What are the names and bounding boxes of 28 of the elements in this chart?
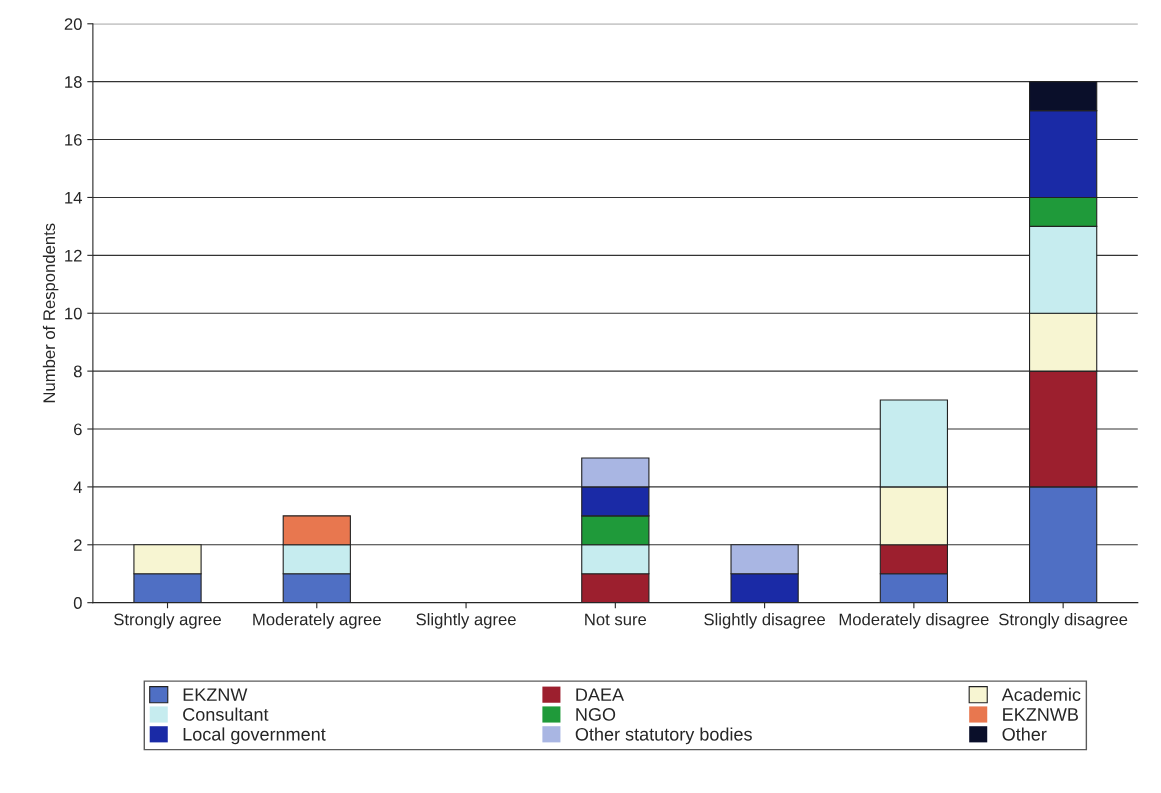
legend-label: Local government	[183, 727, 326, 745]
legend-label: Other statutory bodies	[575, 727, 752, 745]
y-tick-label: 4	[73, 481, 82, 493]
x-tick-label: Moderately agree	[253, 613, 381, 629]
y-tick-label: 10	[65, 307, 82, 320]
x-tick-label: Strongly disagree	[999, 613, 1128, 629]
legend-label: EKZNWB	[1003, 708, 1078, 721]
y-tick-label: 14	[65, 192, 82, 204]
x-tick-label: Not sure	[585, 613, 647, 626]
legend-label: Academic	[1001, 687, 1081, 702]
legend-label: Consultant	[183, 707, 269, 721]
x-tick-label: Slightly agree	[416, 613, 516, 629]
x-tick-label: Slightly disagree	[704, 613, 826, 629]
y-tick-label: 2	[74, 539, 82, 551]
y-tick-label: 16	[65, 133, 82, 146]
legend-label: NGO	[576, 708, 616, 721]
legend-label: DAEA	[576, 688, 625, 701]
y-tick-label: 8	[73, 365, 82, 378]
y-tick-label: 12	[65, 249, 82, 262]
y-axis-title: Number of Respondents	[42, 223, 59, 403]
legend-label: EKZNW	[183, 688, 248, 701]
legend-label: Other	[1002, 727, 1047, 741]
y-tick-label: 0	[73, 597, 82, 609]
y-tick-label: 20	[64, 18, 82, 30]
y-tick-label: 18	[65, 76, 82, 88]
x-tick-label: Moderately disagree	[839, 613, 989, 629]
x-tick-label: Strongly agree	[114, 613, 221, 629]
y-tick-label: 6	[74, 423, 82, 436]
